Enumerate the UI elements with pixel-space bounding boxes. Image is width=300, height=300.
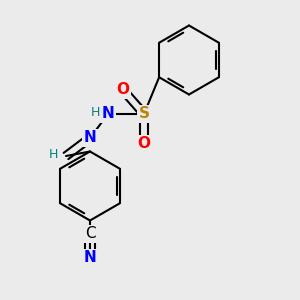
Text: H: H — [91, 106, 101, 119]
Text: N: N — [102, 106, 114, 122]
Text: O: O — [116, 82, 130, 98]
Text: H: H — [49, 148, 58, 161]
Text: C: C — [85, 226, 95, 242]
Text: N: N — [84, 250, 96, 266]
Text: S: S — [139, 106, 149, 122]
Text: O: O — [137, 136, 151, 152]
Text: N: N — [84, 130, 96, 146]
